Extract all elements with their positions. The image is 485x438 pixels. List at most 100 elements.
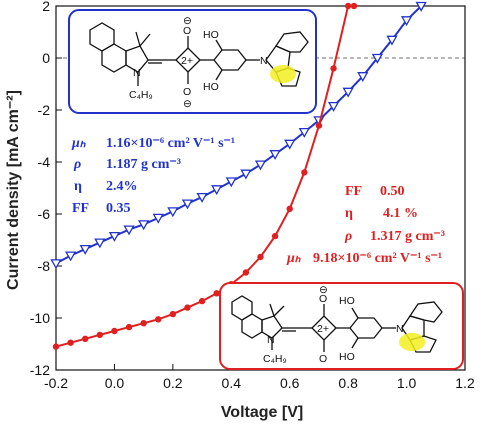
data-point — [64, 251, 77, 262]
data-point — [342, 87, 354, 98]
x-axis-title: Voltage [V] — [221, 404, 303, 421]
molecule-bottom-oxygen-bottom: O — [319, 353, 327, 365]
data-point — [254, 160, 267, 171]
data-point — [198, 297, 206, 305]
molecule-top-hydroxyl-top: HO — [203, 29, 219, 41]
series-blue — [50, 1, 427, 270]
data-point — [67, 339, 74, 346]
x-tick-label: 0.0 — [105, 375, 125, 391]
blue-ff-label: FF — [72, 201, 89, 216]
data-point — [94, 238, 106, 249]
data-point — [284, 139, 296, 150]
blue-ff-value: 0.35 — [106, 201, 131, 216]
molecule-bottom-hydroxyl-bottom: HO — [339, 351, 355, 363]
y-tick-label: 0 — [42, 50, 50, 66]
data-point — [108, 231, 121, 242]
data-point — [357, 72, 369, 83]
molecule-top-charge-top: ⊖ — [183, 15, 192, 27]
data-point — [225, 177, 237, 188]
data-point — [123, 225, 135, 236]
red-rho-value: 1.317 g cm⁻³ — [370, 229, 445, 244]
blue-rho-value: 1.187 g cm⁻³ — [106, 157, 181, 172]
molecule-top-nitrogen-right: N — [260, 55, 268, 67]
molecule-bottom-substituent: C₄H₉ — [263, 353, 287, 365]
y-axis-title: Current density [mA cm⁻²] — [5, 90, 22, 290]
series-line — [55, 5, 354, 348]
blue-mu-value: 1.16×10⁻⁶ cm² V⁻¹ s⁻¹ — [106, 136, 235, 151]
red-annotation: FF 0.50 η 4.1 % ρ 1.317 g cm⁻³ μₕ 9.18×1… — [286, 184, 445, 266]
red-eta-label: η — [345, 206, 353, 221]
molecule-bottom-nitrogen-left: N — [267, 334, 275, 346]
molecule-top-hydroxyl-bottom: HO — [203, 81, 219, 93]
molecule-bottom-ring-charge: 2+ — [317, 323, 329, 335]
axis-ticks: -0.2 0.0 0.2 0.4 0.6 0.8 1.0 1.2 2 0 -2 -4 -6 -8 -10 -1… — [30, 0, 475, 391]
x-tick-label: 0.6 — [280, 375, 300, 391]
data-point — [96, 331, 104, 339]
data-point — [386, 35, 398, 46]
data-point — [330, 65, 337, 72]
data-point — [269, 150, 281, 161]
molecule-top: N C₄H₉ O ⊖ 2+ O ⊖ HO HO N — [68, 9, 317, 114]
data-point — [79, 244, 91, 255]
data-point — [167, 207, 179, 218]
data-point — [138, 220, 150, 231]
molecule-top-ring-charge: 2+ — [181, 55, 193, 67]
molecule-top-box — [68, 9, 317, 114]
molecule-bottom-charge-top: ⊖ — [319, 284, 328, 296]
data-point — [257, 253, 264, 261]
molecule-bottom: N C₄H₉ O ⊖ 2+ O HO HO N — [219, 282, 464, 370]
data-point — [125, 323, 133, 331]
molecule-top-substituent: C₄H₉ — [129, 89, 153, 101]
blue-eta-value: 2.4% — [106, 179, 138, 194]
y-tick-label: -8 — [38, 258, 51, 274]
data-point — [327, 101, 340, 112]
data-point — [52, 343, 60, 350]
molecule-top-nitrogen-left: N — [133, 67, 141, 79]
data-point — [344, 2, 352, 10]
data-point — [271, 232, 279, 240]
red-mu-value: 9.18×10⁻⁶ cm² V⁻¹ s⁻¹ — [313, 251, 442, 266]
data-point — [286, 205, 293, 212]
data-point — [211, 185, 223, 196]
data-point — [213, 290, 220, 297]
data-point — [415, 1, 427, 12]
red-rho-label: ρ — [344, 229, 352, 244]
data-point — [184, 304, 191, 311]
data-point — [301, 169, 308, 176]
molecule-top-oxygen-bottom: O — [183, 86, 191, 98]
x-tick-label: 1.0 — [397, 375, 417, 391]
x-tick-label: 0.2 — [163, 375, 183, 391]
red-ff-value: 0.50 — [380, 184, 405, 199]
y-tick-label: -12 — [30, 362, 50, 378]
blue-annotation: μₕ 1.16×10⁻⁶ cm² V⁻¹ s⁻¹ ρ 1.187 g cm⁻³ … — [71, 136, 235, 216]
data-point — [50, 259, 62, 270]
series-layer — [50, 1, 427, 350]
blue-rho-label: ρ — [73, 157, 81, 172]
blue-mu-label: μₕ — [71, 136, 87, 151]
molecule-top-oxygen-top: O — [183, 25, 191, 37]
data-point — [181, 199, 194, 210]
y-tick-label: -6 — [38, 206, 51, 222]
molecule-bottom-nitrogen-right: N — [396, 323, 404, 335]
data-point — [400, 16, 413, 27]
molecule-bottom-highlight — [399, 333, 425, 351]
molecule-bottom-hydroxyl-top: HO — [339, 295, 355, 307]
y-tick-label: -10 — [30, 310, 50, 326]
data-point — [196, 192, 208, 203]
x-tick-label: 0.8 — [338, 375, 358, 391]
molecule-bottom-oxygen-top: O — [319, 293, 327, 305]
molecule-top-charge-bottom: ⊖ — [183, 98, 192, 110]
series-red — [52, 2, 358, 350]
x-tick-label: 1.2 — [455, 375, 475, 391]
data-point — [140, 320, 147, 327]
data-point — [169, 310, 177, 318]
y-tick-label: -4 — [38, 154, 51, 170]
data-point — [155, 316, 162, 323]
molecule-top-highlight — [270, 65, 296, 83]
data-point — [111, 327, 118, 335]
x-tick-label: -0.2 — [44, 375, 68, 391]
data-point — [242, 269, 250, 276]
red-mu-label: μₕ — [286, 251, 302, 266]
